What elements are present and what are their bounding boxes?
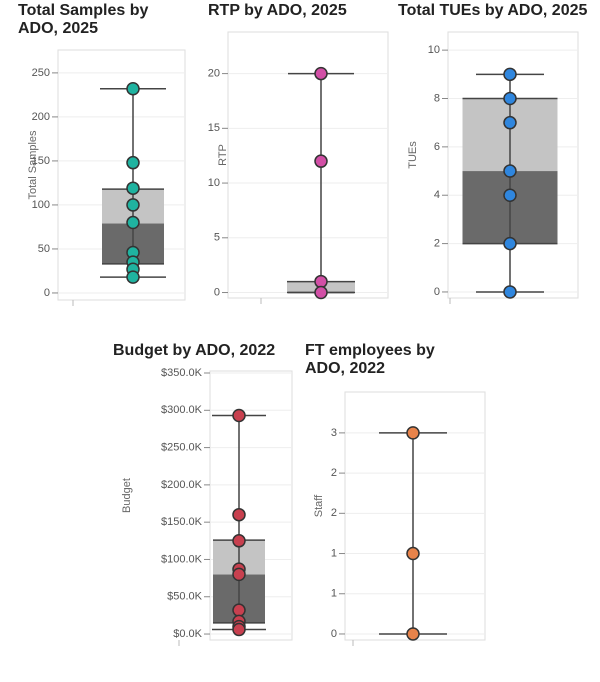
y-axis-label: Budget [121,478,133,513]
y-axis-label: RTP [217,144,229,166]
y-tick-label: $350.0K [161,367,203,379]
data-point [314,285,328,300]
data-point [232,408,246,423]
data-point [406,546,420,561]
data-point [406,426,420,440]
y-tick-label: 8 [434,92,440,104]
y-tick-label: $50.0K [167,591,203,603]
y-tick-label: 1 [331,588,337,600]
y-tick-label: 200 [32,111,50,123]
y-tick-label: 0 [331,628,337,640]
y-tick-label: 4 [434,189,440,201]
y-tick-label: 0 [214,286,220,298]
data-point [126,198,140,212]
data-point [232,603,246,617]
plot-frame [209,370,293,641]
y-tick-label: 150 [32,155,50,167]
data-point [232,567,246,582]
y-tick-label: 50 [38,243,50,255]
y-tick-label: 250 [32,67,50,79]
data-point [503,115,517,130]
data-point [232,507,246,522]
plot-frame [57,49,186,301]
plot-frame [227,31,389,299]
y-axis-label: Total Samples [27,130,39,200]
data-point [126,181,140,195]
data-point [503,285,517,299]
y-tick-label: $300.0K [161,404,203,416]
y-tick-label: 2 [331,507,337,519]
data-point [503,188,517,202]
y-tick-label: 0 [434,286,440,298]
y-tick-label: 15 [208,122,220,134]
chart-title: FT employees by ADO, 2022 [305,342,435,377]
data-point [314,154,328,168]
y-tick-label: 1 [331,547,337,559]
data-point [503,67,517,82]
y-tick-label: 0 [44,287,50,299]
y-tick-label: 20 [208,68,220,80]
data-point [314,66,328,81]
y-tick-label: 3 [331,427,337,439]
y-tick-label: 10 [428,44,440,56]
data-point [232,534,246,548]
y-tick-label: 6 [434,141,440,153]
y-tick-label: $100.0K [161,553,203,565]
data-point [126,215,140,230]
y-tick-label: $200.0K [161,479,203,491]
chart-title: RTP by ADO, 2025 [208,2,347,19]
data-point [126,270,140,284]
y-tick-label: 5 [214,232,220,244]
y-tick-label: $0.0K [173,628,202,640]
y-tick-label: 2 [434,237,440,249]
y-tick-label: $250.0K [161,441,203,453]
data-point [503,91,517,106]
data-point [126,155,140,170]
data-point [406,627,420,641]
y-tick-label: 2 [331,467,337,479]
y-tick-label: 100 [32,199,50,211]
data-point [232,622,246,637]
chart-title: Budget by ADO, 2022 [113,342,276,359]
data-point [503,236,517,251]
data-point [126,81,140,96]
y-tick-label: $150.0K [161,516,203,528]
chart-title: Total TUEs by ADO, 2025 [398,2,588,19]
y-axis-label: TUEs [407,141,419,169]
y-axis-label: Staff [313,494,325,517]
data-point [503,164,517,178]
y-tick-label: 10 [208,177,220,189]
chart-title: Total Samples by ADO, 2025 [18,2,149,37]
